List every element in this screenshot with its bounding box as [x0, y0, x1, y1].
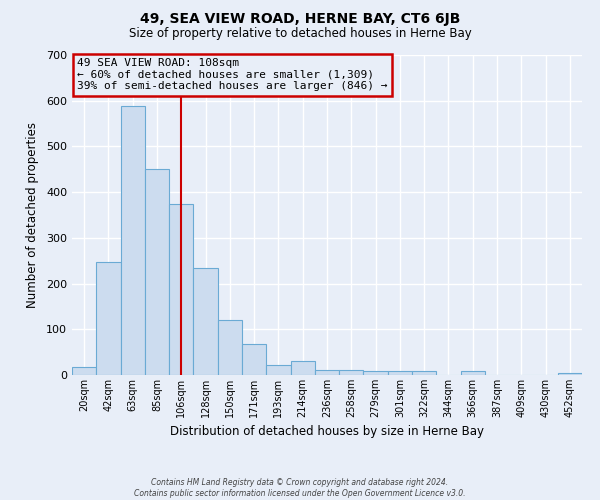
Bar — [290, 362, 315, 375]
Text: 49, SEA VIEW ROAD, HERNE BAY, CT6 6JB: 49, SEA VIEW ROAD, HERNE BAY, CT6 6JB — [140, 12, 460, 26]
Bar — [218, 320, 242, 375]
Bar — [242, 344, 266, 375]
Bar — [96, 262, 121, 375]
Bar — [461, 372, 485, 375]
Bar — [315, 370, 339, 375]
Bar — [72, 367, 96, 375]
X-axis label: Distribution of detached houses by size in Herne Bay: Distribution of detached houses by size … — [170, 426, 484, 438]
Y-axis label: Number of detached properties: Number of detached properties — [26, 122, 39, 308]
Bar — [169, 204, 193, 375]
Bar — [339, 370, 364, 375]
Text: 49 SEA VIEW ROAD: 108sqm
← 60% of detached houses are smaller (1,309)
39% of sem: 49 SEA VIEW ROAD: 108sqm ← 60% of detach… — [77, 58, 388, 92]
Bar — [412, 372, 436, 375]
Text: Size of property relative to detached houses in Herne Bay: Size of property relative to detached ho… — [128, 28, 472, 40]
Bar — [388, 372, 412, 375]
Bar — [364, 372, 388, 375]
Bar — [558, 372, 582, 375]
Bar — [121, 106, 145, 375]
Bar — [193, 268, 218, 375]
Bar — [266, 365, 290, 375]
Text: Contains HM Land Registry data © Crown copyright and database right 2024.
Contai: Contains HM Land Registry data © Crown c… — [134, 478, 466, 498]
Bar — [145, 170, 169, 375]
